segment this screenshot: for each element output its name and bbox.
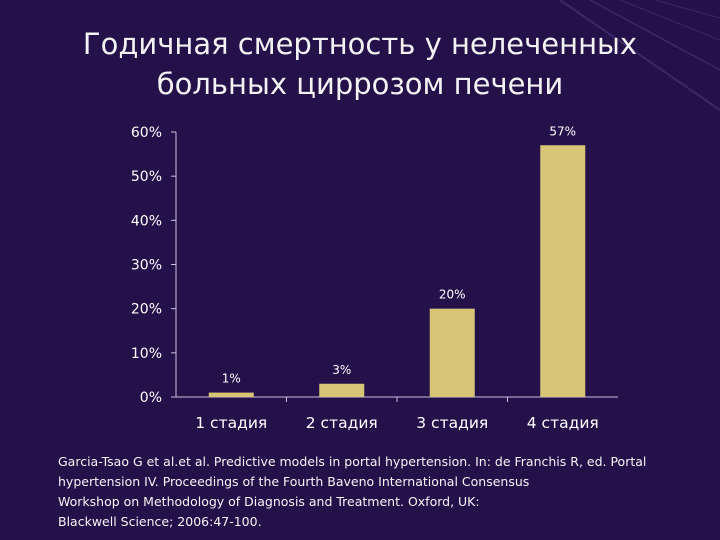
data-label: 57% <box>549 124 576 138</box>
bar-4 <box>540 145 586 397</box>
x-category-label: 2 стадия <box>306 414 378 432</box>
y-tick-label: 50% <box>131 169 162 185</box>
data-label: 20% <box>439 288 466 302</box>
source-line-2: hypertension IV. Proceedings of the Four… <box>58 474 530 489</box>
data-label: 1% <box>222 372 241 386</box>
x-category-label: 1 стадия <box>195 414 267 432</box>
bar-1 <box>208 392 254 397</box>
data-label: 3% <box>332 363 351 377</box>
y-tick-label: 10% <box>131 346 162 362</box>
x-category-label: 3 стадия <box>416 414 488 432</box>
bar-2 <box>319 383 365 397</box>
x-category-label: 4 стадия <box>527 414 599 432</box>
source-line-3: Workshop on Methodology of Diagnosis and… <box>58 494 480 509</box>
y-tick-label: 30% <box>131 258 162 274</box>
title-line-2: больных циррозом печени <box>156 67 564 101</box>
y-tick-label: 0% <box>140 390 162 406</box>
y-tick-label: 60% <box>131 125 162 141</box>
slide-title: Годичная смертность у нелеченных больных… <box>60 24 660 104</box>
source-line-4: Blackwell Science; 2006:47-100. <box>58 514 262 529</box>
title-line-1: Годичная смертность у нелеченных <box>82 27 638 61</box>
y-tick-label: 40% <box>131 213 162 229</box>
y-tick-label: 20% <box>131 302 162 318</box>
source-citation: Garcia-Tsao G et al.et al. Predictive mo… <box>58 452 698 532</box>
source-line-1: Garcia-Tsao G et al.et al. Predictive mo… <box>58 454 647 469</box>
bar-3 <box>429 308 475 397</box>
